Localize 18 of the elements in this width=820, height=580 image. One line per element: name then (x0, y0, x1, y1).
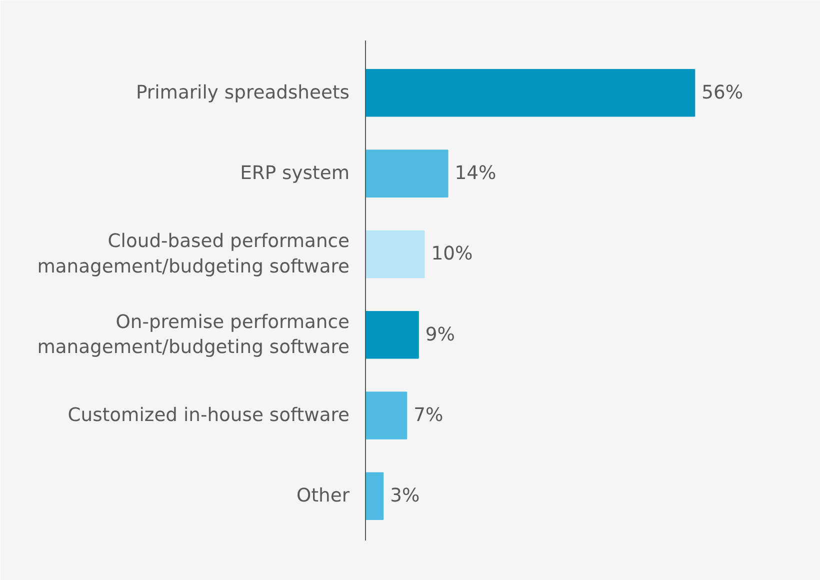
y-tick-label: ERP system (240, 163, 350, 184)
data-label: 3% (390, 486, 420, 507)
data-label: 10% (431, 244, 473, 265)
y-tick-label: Cloud-based performance management/budgeting software (37, 231, 350, 278)
bar (366, 392, 408, 440)
y-tick-label: On-premise performance management/budgeting software (37, 312, 350, 358)
bar (366, 230, 425, 278)
bar (366, 69, 696, 117)
data-label: 14% (454, 163, 496, 184)
bar (366, 472, 384, 520)
bar (366, 150, 448, 198)
y-tick-label: Customized in-house software (68, 405, 350, 426)
data-label: 7% (414, 405, 444, 426)
y-tick-label: Primarily spreadsheets (136, 82, 350, 104)
bar (366, 310, 419, 359)
data-label: 9% (425, 324, 456, 346)
y-tick-label: Other (296, 486, 350, 507)
data-label: 56% (702, 82, 744, 104)
